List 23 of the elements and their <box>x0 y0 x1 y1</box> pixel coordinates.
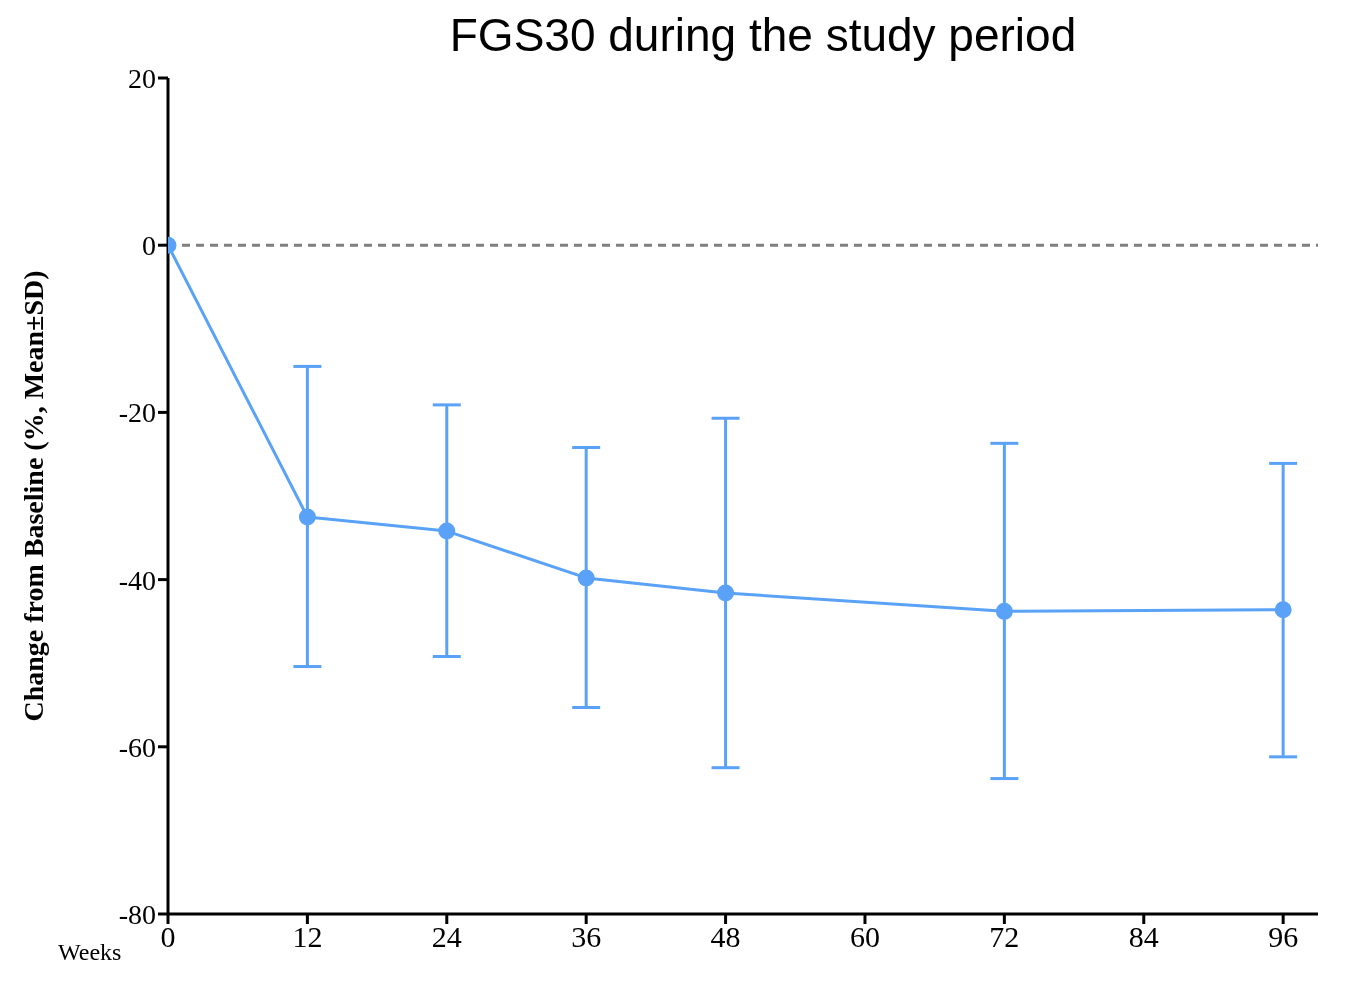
x-tick-label: 24 <box>431 920 462 954</box>
point <box>717 584 735 602</box>
point <box>1274 601 1292 619</box>
x-tick-label: 48 <box>710 920 741 954</box>
x-tick-label: 96 <box>1268 920 1299 954</box>
point <box>298 508 316 526</box>
x-axis-title: Weeks <box>58 939 122 965</box>
x-tick-label: 72 <box>989 920 1020 954</box>
x-tick-label: 12 <box>292 920 323 954</box>
y-tick-label: -80 <box>118 898 156 930</box>
y-axis-title: Change from Baseline (%, Mean±SD) <box>17 270 49 722</box>
x-tick-label: 84 <box>1128 920 1159 954</box>
y-tick-label: -40 <box>118 564 156 596</box>
point <box>438 522 456 540</box>
x-tick-label: 60 <box>849 920 880 954</box>
y-tick-label: 20 <box>128 62 156 94</box>
chart-title: FGS30 during the study period <box>448 8 1078 62</box>
y-tick-label: 0 <box>142 230 156 262</box>
point <box>995 602 1013 620</box>
y-tick-label: -20 <box>118 397 156 429</box>
x-tick-label: 36 <box>571 920 602 954</box>
y-tick-label: -60 <box>118 731 156 763</box>
point <box>577 569 595 587</box>
